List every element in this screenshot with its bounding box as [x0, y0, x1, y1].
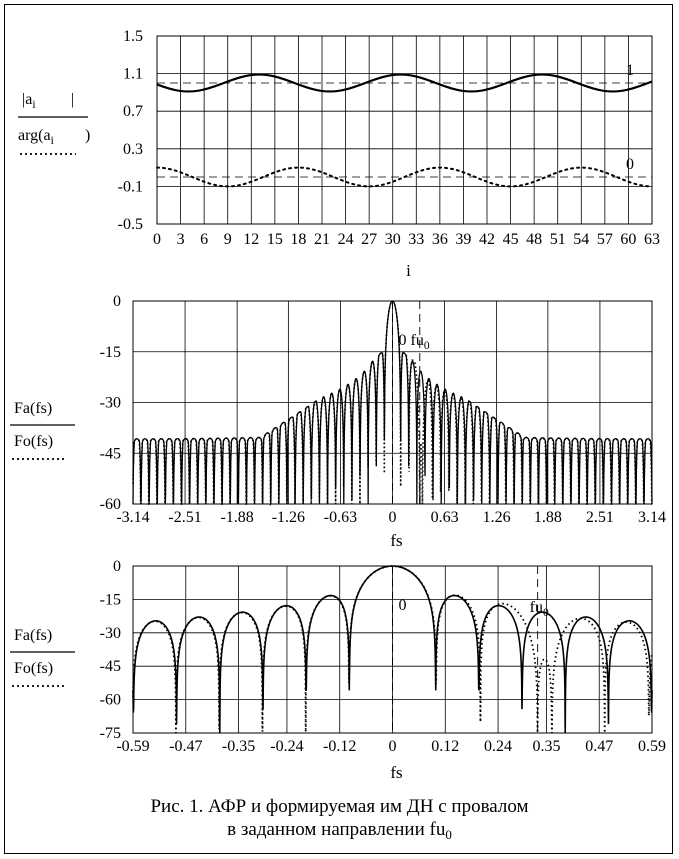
- chart1-series-phase: [156, 166, 653, 188]
- chart1-xtick-label: 21: [314, 231, 330, 248]
- chart3-marker-label: fu0: [530, 599, 549, 619]
- chart1-plot-frame: [156, 35, 653, 225]
- chart3-xtick-label: 0.35: [532, 738, 560, 755]
- chart1-xtick-label: 18: [290, 231, 306, 248]
- chart3-ylabel-denominator: Fo(fs): [14, 660, 53, 677]
- chart1-ylabel-denominator-close: ): [85, 127, 90, 144]
- chart3-xtick-label: 0.12: [431, 738, 459, 755]
- chart1-xtick-label: 30: [385, 231, 401, 248]
- chart1-xtick-label: 9: [224, 231, 232, 248]
- chart1-xtick-label: 6: [200, 231, 208, 248]
- chart1-ytick-label: -0.1: [118, 178, 143, 195]
- chart3-xtick-label: -0.59: [116, 738, 149, 755]
- chart2-xtick-label: -1.88: [220, 509, 253, 526]
- chart2-ytick-label: -45: [100, 445, 121, 462]
- chart1-amplitude-phase: 0 3 6 9 12 15 18 21 24 27 30 33 36 39 42 45 48 51 54 57 60 63…: [18, 28, 660, 280]
- chart1-ylabel-numerator: |ai: [22, 91, 36, 111]
- chart3-pattern-zoom: -0.59 -0.47 -0.35 -0.24 -0.12 0 0.12 0.24 0.35 0.…: [10, 558, 666, 782]
- chart1-ref-label: 0: [626, 156, 634, 173]
- chart1-ytick-label: 1.1: [123, 66, 143, 83]
- chart1-series-magnitude: [156, 73, 653, 93]
- chart3-xtick-label: 0.59: [638, 738, 666, 755]
- chart3-ytick-label: -75: [100, 725, 121, 742]
- chart1-ylabel-denominator: arg(ai: [18, 127, 54, 147]
- chart3-ylabel-numerator: Fa(fs): [14, 627, 52, 644]
- chart2-ylabel-denominator: Fo(fs): [14, 433, 53, 450]
- chart3-xtick-label: -0.24: [270, 738, 303, 755]
- chart3-ytick-label: -30: [100, 625, 121, 642]
- chart3-xtick-label: 0: [389, 738, 397, 755]
- chart1-ylabel-numerator-bar: |: [71, 91, 74, 108]
- chart2-xtick-label: 3.14: [638, 509, 666, 526]
- chart2-xtick-label: 0.63: [431, 509, 459, 526]
- chart1-ytick-label: 0.7: [123, 103, 143, 120]
- chart2-ytick-label: 0: [113, 293, 121, 310]
- chart1-xtick-label: 0: [153, 231, 161, 248]
- chart2-series-Fa: [132, 300, 653, 505]
- chart1-ytick-label: 0.3: [123, 141, 143, 158]
- chart1-xtick-label: 36: [432, 231, 448, 248]
- chart3-xtick-label: -0.35: [222, 738, 255, 755]
- chart1-xtick-label: 48: [526, 231, 542, 248]
- chart2-marker-label: 0 fu0: [399, 332, 430, 352]
- chart1-xlabel: i: [406, 261, 411, 280]
- chart2-ylabel-numerator: Fa(fs): [14, 400, 52, 417]
- chart1-xtick-label: 27: [361, 231, 377, 248]
- figure-caption-line2: в заданном направлении fu0: [0, 818, 679, 847]
- chart2-pattern-full: -3.14 -2.51 -1.88 -1.26 -0.63 0 0.63 1.26 1.88 2.…: [10, 293, 666, 550]
- chart3-xtick-label: 0.47: [585, 738, 613, 755]
- chart2-xtick-label: -2.51: [168, 509, 201, 526]
- chart1-xtick-label: 63: [644, 231, 660, 248]
- chart1-xtick-label: 57: [597, 231, 613, 248]
- chart1-xtick-label: 15: [267, 231, 283, 248]
- chart1-xtick-label: 54: [573, 231, 589, 248]
- chart2-ytick-label: -30: [100, 395, 121, 412]
- chart3-xlabel: fs: [390, 763, 402, 782]
- figure-canvas: 0 3 6 9 12 15 18 21 24 27 30 33 36 39 42 45 48 51 54 57 60 63…: [10, 28, 666, 782]
- chart2-xtick-label: 1.88: [534, 509, 562, 526]
- chart1-xtick-label: 39: [455, 231, 471, 248]
- chart1-xtick-label: 12: [243, 231, 259, 248]
- chart1-ref-label: 1: [626, 62, 634, 79]
- caption-line2-subscript: 0: [445, 827, 452, 842]
- chart1-ytick-label: 1.5: [123, 28, 143, 45]
- figure-frame: [4, 4, 673, 854]
- chart3-series-Fa: [132, 565, 653, 734]
- chart3-ytick-label: -60: [100, 692, 121, 709]
- chart1-xtick-label: 33: [408, 231, 424, 248]
- chart3-xtick-label: -0.47: [169, 738, 202, 755]
- chart1-xtick-label: 51: [550, 231, 566, 248]
- caption-line2-text: в заданном направлении fu: [227, 819, 446, 840]
- chart1-xtick-label: 3: [177, 231, 185, 248]
- chart1-ytick-label: -0.5: [118, 216, 143, 233]
- chart3-ytick-label: 0: [113, 558, 121, 575]
- chart1-xtick-label: 42: [479, 231, 495, 248]
- chart2-ytick-label: -15: [100, 344, 121, 361]
- chart2-xtick-label: 2.51: [586, 509, 614, 526]
- chart2-xlabel: fs: [390, 531, 402, 550]
- chart2-xtick-label: -0.63: [324, 509, 357, 526]
- figure-caption-line1: Рис. 1. АФР и формируемая им ДН с провал…: [150, 796, 529, 817]
- chart2-xtick-label: 1.26: [483, 509, 511, 526]
- chart3-xtick-label: -0.12: [323, 738, 356, 755]
- chart3-ytick-label: -45: [100, 658, 121, 675]
- chart1-xtick-label: 45: [503, 231, 519, 248]
- chart1-xtick-label: 60: [620, 231, 636, 248]
- chart3-ytick-label: -15: [100, 591, 121, 608]
- chart2-xtick-label: 0: [389, 509, 397, 526]
- chart3-xtick-label: 0.24: [484, 738, 512, 755]
- chart2-xtick-label: -3.14: [116, 509, 149, 526]
- chart2-xtick-label: -1.26: [272, 509, 305, 526]
- chart2-ytick-label: -60: [100, 496, 121, 513]
- chart1-xtick-label: 24: [338, 231, 354, 248]
- chart3-center-label: 0: [399, 597, 407, 614]
